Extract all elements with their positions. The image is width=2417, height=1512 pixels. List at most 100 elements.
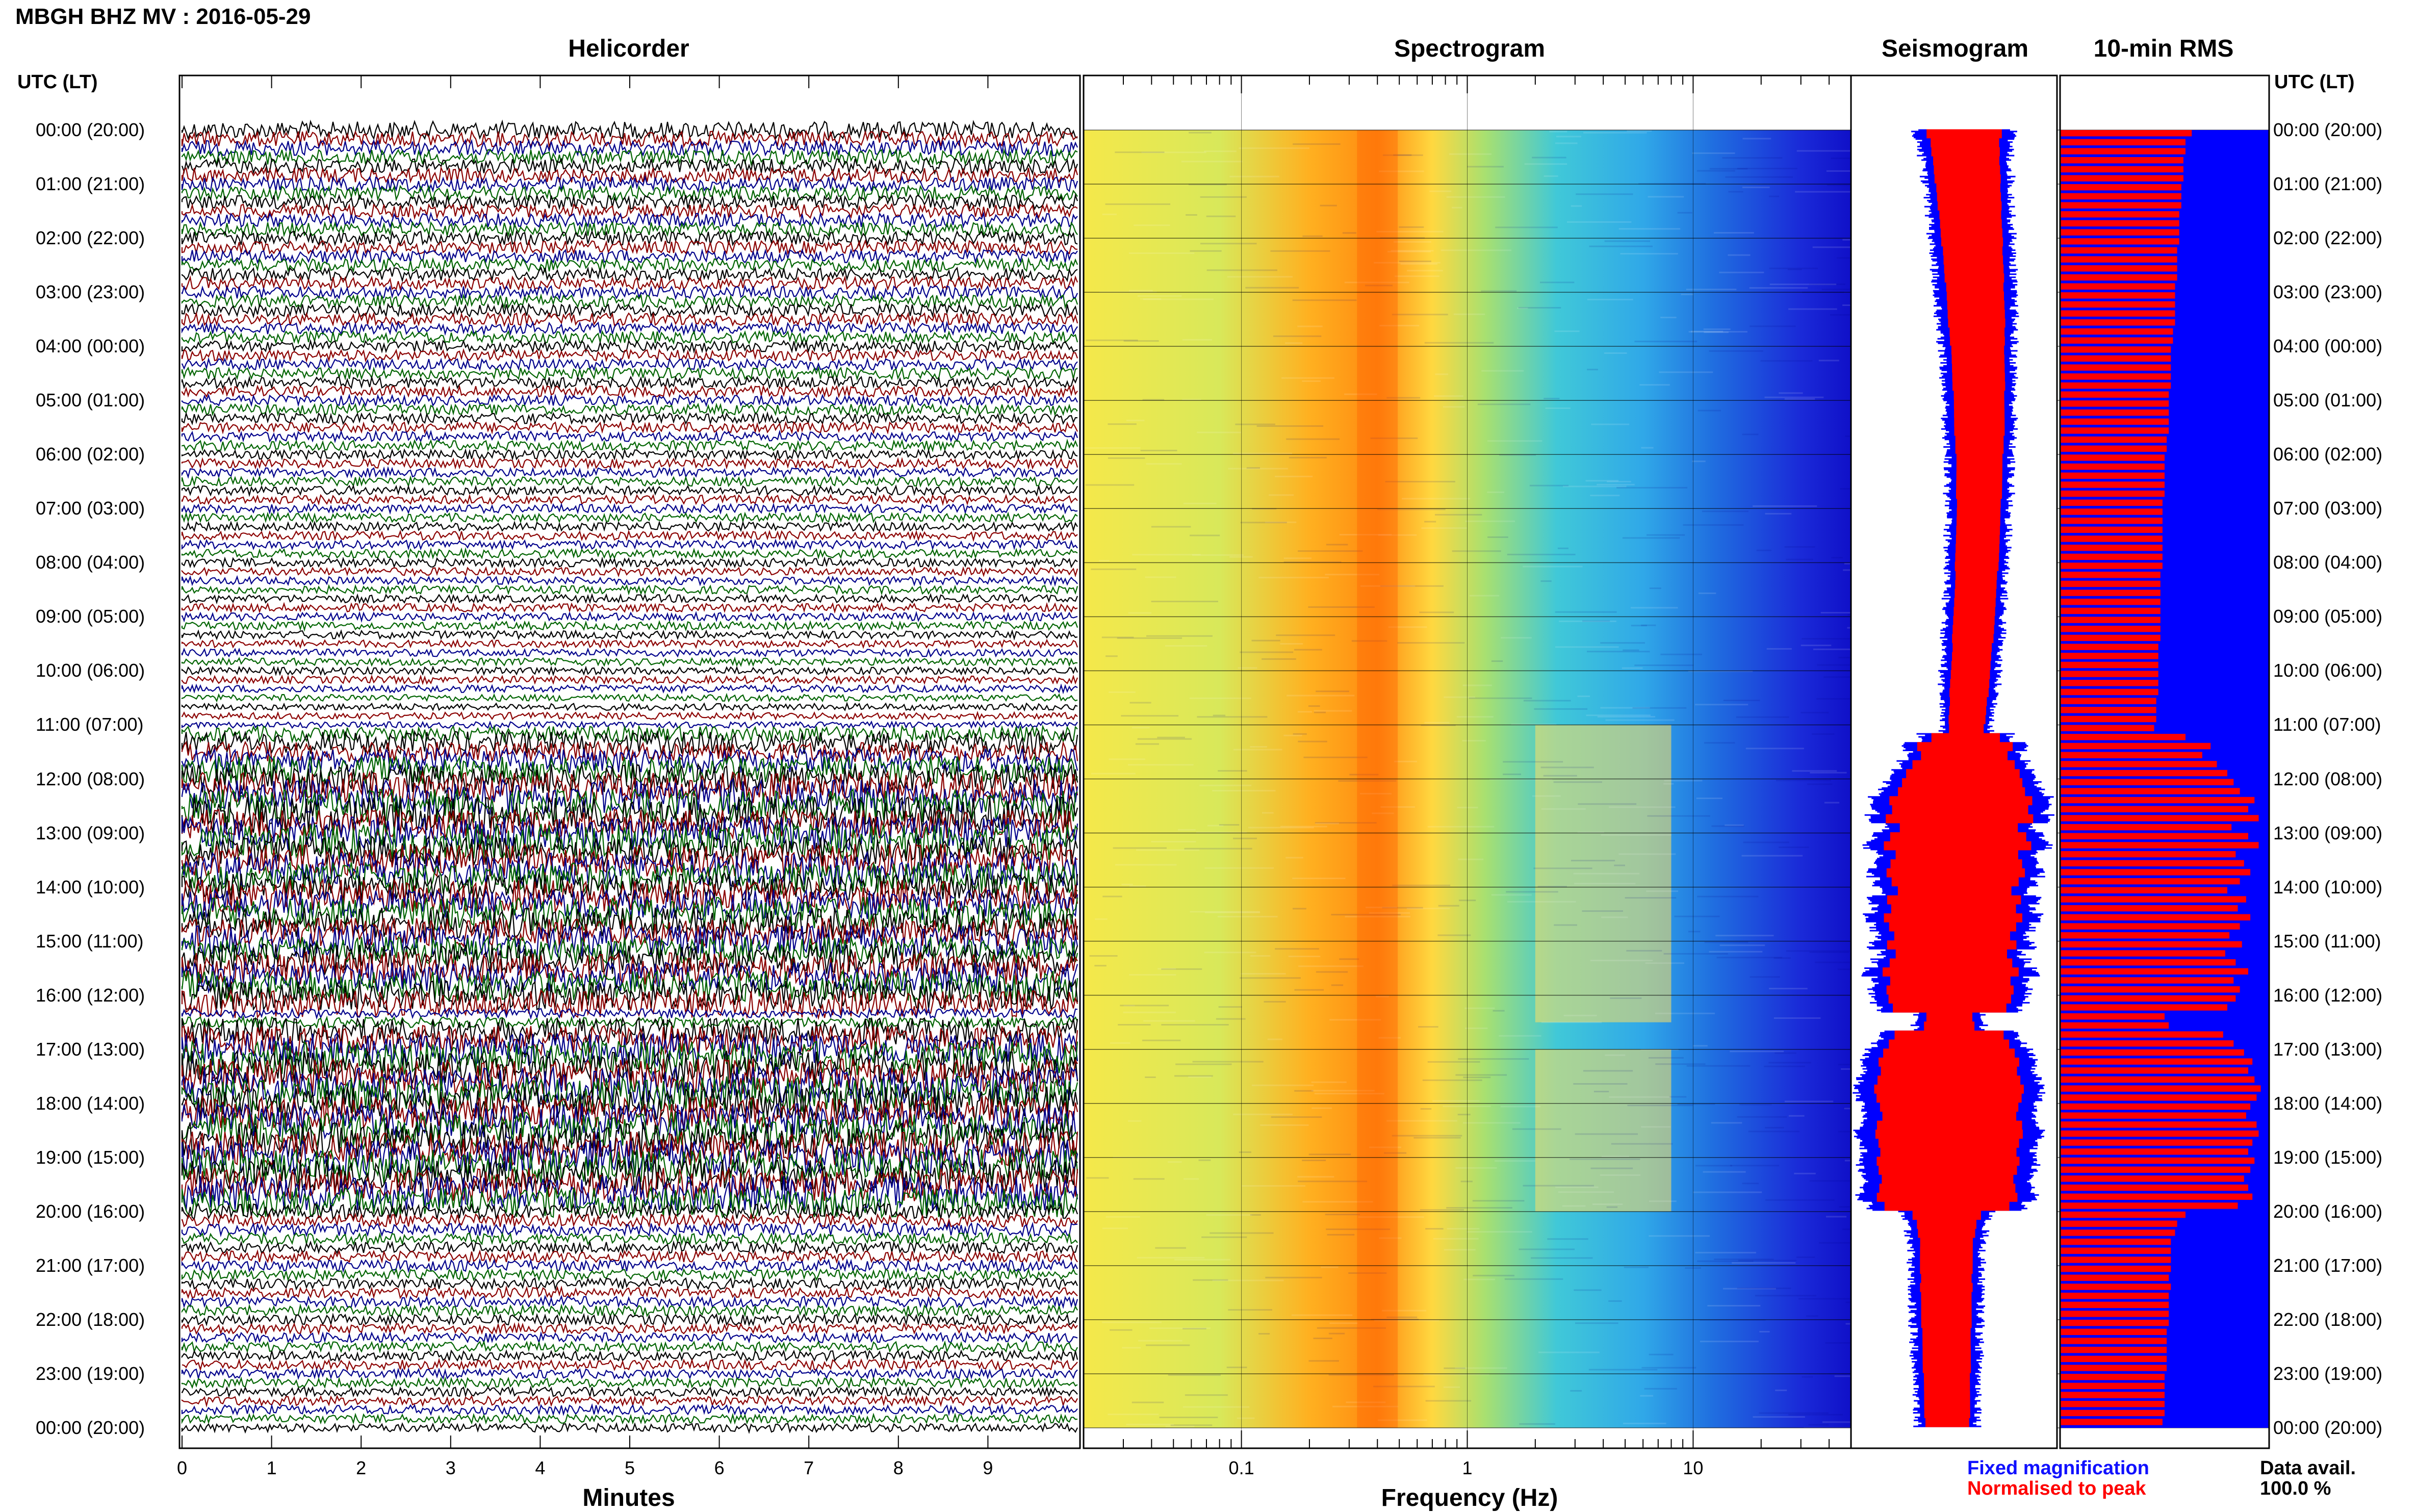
- spectrogram-texture: [1378, 534, 1417, 536]
- spectrogram-texture: [1311, 1081, 1347, 1083]
- seismogram-title: Seismogram: [1881, 35, 2029, 62]
- helicorder-trace: [181, 1267, 1078, 1282]
- spectrogram-texture: [1647, 534, 1685, 536]
- time-label-left: 22:00 (18:00): [36, 1309, 145, 1330]
- rms-bar: [2060, 869, 2251, 876]
- spectrogram-texture: [1382, 1310, 1427, 1312]
- rms-bar: [2060, 1410, 2165, 1417]
- helicorder-trace: [181, 1331, 1078, 1345]
- spectrogram-texture: [1137, 738, 1192, 740]
- spectrogram-texture: [1462, 740, 1486, 741]
- helicorder-trace: [181, 629, 1078, 641]
- helicorder-trace: [181, 593, 1078, 605]
- rms-bar: [2060, 878, 2240, 885]
- helicorder-trace: [181, 1016, 1078, 1046]
- rms-bar: [2060, 148, 2185, 155]
- spectrogram-texture: [1252, 1084, 1314, 1086]
- spectrogram-texture: [1824, 802, 1840, 804]
- spectrogram-texture: [1575, 1322, 1618, 1324]
- rms-bar: [2060, 644, 2158, 650]
- rms-bar: [2060, 742, 2211, 750]
- spectrogram-texture: [1182, 1406, 1250, 1408]
- spectrogram-texture: [1276, 634, 1335, 636]
- spectrogram-texture: [1380, 585, 1444, 587]
- spectrogram-texture: [1698, 592, 1716, 594]
- spectrogram-texture: [1379, 1237, 1402, 1239]
- helicorder-trace: [181, 968, 1078, 1003]
- helicorder-trace: [181, 466, 1078, 479]
- legend-normalised-to-peak: Normalised to peak: [1967, 1478, 2146, 1499]
- spectrogram-texture: [1775, 1389, 1787, 1391]
- spectrogram-texture: [1563, 1014, 1597, 1016]
- spectrogram-texture: [1239, 1151, 1251, 1153]
- time-label-left: 13:00 (09:00): [36, 822, 145, 843]
- spectrogram-texture: [1704, 331, 1729, 334]
- spectrogram-texture: [1446, 196, 1505, 198]
- spectrogram-texture: [1543, 775, 1577, 777]
- spectrogram-texture: [1406, 908, 1450, 910]
- helicorder-trace: [181, 448, 1078, 461]
- rms-bar: [2060, 535, 2163, 542]
- spectrogram-texture: [1120, 1005, 1169, 1007]
- helicorder-trace: [181, 275, 1078, 292]
- spectrogram-texture: [1297, 711, 1312, 713]
- rms-bar: [2060, 1004, 2227, 1011]
- rms-bar: [2060, 887, 2227, 893]
- rms-bar: [2060, 1148, 2248, 1155]
- spectrogram-texture: [1773, 957, 1791, 959]
- rms-bar: [2060, 508, 2163, 515]
- spectrogram-texture: [1297, 325, 1323, 327]
- spectrogram-texture: [1591, 423, 1630, 425]
- spectrogram-texture: [1630, 607, 1678, 609]
- spectrogram-texture: [1182, 1328, 1206, 1329]
- spectrogram-texture: [1736, 716, 1789, 718]
- time-label-right: 07:00 (03:00): [2273, 498, 2383, 519]
- spectrogram-texture: [1749, 287, 1808, 289]
- spectrogram-texture: [1105, 203, 1171, 205]
- spectrogram-texture: [1446, 1207, 1512, 1209]
- time-axis-title-right: UTC (LT): [2274, 71, 2355, 93]
- spectrogram-texture: [1463, 1278, 1495, 1280]
- rms-bar: [2060, 824, 2232, 831]
- helicorder-trace: [181, 1049, 1078, 1086]
- spectrogram-texture: [1709, 350, 1763, 352]
- spectrogram-texture: [1660, 653, 1702, 655]
- spectrogram-texture: [1365, 285, 1393, 287]
- spectrogram-texture: [1240, 522, 1287, 524]
- spectrogram-texture: [1807, 783, 1833, 785]
- spectrogram-texture: [1212, 1279, 1284, 1282]
- spectrogram-texture: [1730, 1050, 1784, 1053]
- spectrogram-texture: [1413, 1137, 1461, 1139]
- spectrogram-texture: [1711, 1122, 1742, 1124]
- helicorder-panel: [178, 74, 1081, 1449]
- helicorder-trace: [181, 220, 1078, 238]
- spectrogram-texture: [1240, 977, 1301, 979]
- helicorder-trace: [181, 511, 1078, 524]
- spectrogram-texture: [1226, 1366, 1247, 1368]
- spectrogram-texture: [1523, 700, 1571, 702]
- spectrogram-texture: [1574, 1289, 1602, 1291]
- spectrogram-texture: [1260, 1124, 1309, 1126]
- spectrogram-texture: [1627, 1105, 1693, 1107]
- spectrogram-texture: [1425, 1228, 1444, 1230]
- time-label-left: 10:00 (06:00): [36, 660, 145, 681]
- rms-bar: [2060, 698, 2156, 704]
- rms-bar: [2060, 292, 2175, 299]
- rms-bar: [2060, 184, 2181, 191]
- helicorder-trace: [181, 787, 1078, 825]
- spectrogram-texture: [1242, 1185, 1305, 1187]
- spectrogram-texture: [1692, 152, 1735, 154]
- time-label-right: 09:00 (05:00): [2273, 606, 2383, 627]
- spectrogram-texture: [1188, 1076, 1212, 1078]
- spectrogram-texture: [1186, 214, 1197, 216]
- spectrogram-texture: [1308, 1154, 1351, 1156]
- spectrogram-texture: [1444, 696, 1476, 698]
- spectrogram-texture: [1582, 910, 1623, 912]
- spectrogram-texture: [1399, 226, 1424, 228]
- spectrogram-texture: [1558, 1191, 1614, 1193]
- spectrogram-texture: [1313, 1338, 1332, 1339]
- helicorder-trace: [181, 211, 1078, 229]
- spectrogram-texture: [1270, 250, 1330, 252]
- rms-bar: [2060, 1355, 2167, 1362]
